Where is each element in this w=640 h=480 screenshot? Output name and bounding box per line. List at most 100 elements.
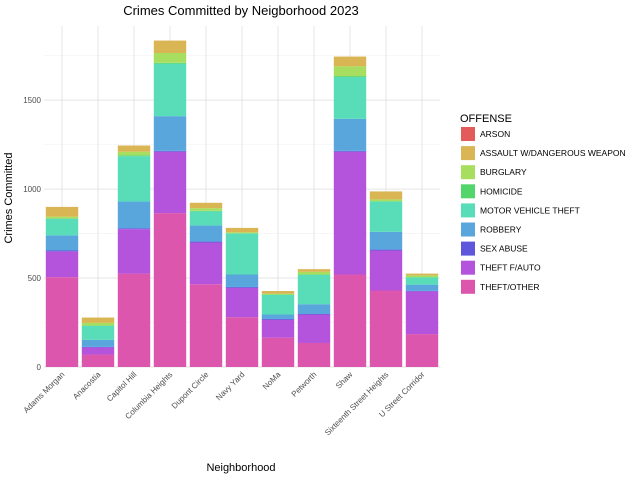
x-tick-label: Navy Yard (214, 370, 246, 402)
bar-segment (261, 314, 295, 319)
bar-segment (45, 235, 79, 251)
x-tick-label: Sixteenth Street Heights (323, 370, 390, 437)
bar-segment (405, 273, 439, 276)
bar-segment (261, 294, 295, 315)
bar-segment (261, 337, 295, 367)
x-tick-label: Adams Morgan (22, 370, 67, 415)
y-tick-label: 1000 (23, 185, 41, 194)
bar-segment (45, 251, 79, 278)
bar-segment (225, 274, 259, 287)
y-tick-label: 0 (37, 363, 42, 372)
x-tick-label: Dupont Circle (170, 370, 211, 411)
bar-segment (297, 314, 331, 343)
legend-swatch (461, 241, 475, 256)
bar-segment (117, 201, 151, 229)
legend-swatch (461, 165, 475, 180)
bar-segment (117, 151, 151, 156)
bar-segment (81, 354, 115, 367)
bar-segment (153, 62, 187, 64)
legend-label: THEFT/OTHER (480, 282, 540, 292)
bar-segment (405, 284, 439, 291)
bar-segment (297, 271, 331, 275)
x-tick-label: NoMa (261, 370, 283, 392)
bar-segment (333, 151, 367, 275)
legend-label: BURGLARY (480, 167, 527, 177)
bar-segment (369, 201, 403, 232)
bar-segment (225, 317, 259, 367)
legend-title: OFFENSE (460, 113, 512, 125)
bar-segment (189, 211, 223, 226)
bar-segment (45, 218, 79, 236)
bar-segment (333, 150, 367, 152)
bar-segment (189, 208, 223, 211)
bar-segment (261, 319, 295, 338)
bar-segment (189, 284, 223, 367)
legend: ARSON ASSAULT W/DANGEROUS WEAPON BURGLARY H… (461, 127, 626, 294)
legend-label: ARSON (480, 129, 510, 139)
bar-segment (333, 66, 367, 77)
bar-segment (261, 293, 295, 295)
y-axis-title: Crimes Committed (3, 152, 15, 243)
legend-swatch (461, 279, 475, 294)
bar-segment (333, 76, 367, 78)
bar-segment (81, 322, 115, 326)
bar-segment (225, 286, 259, 288)
bar-segment (297, 313, 331, 315)
bar-segment (45, 206, 79, 217)
bar-segment (225, 227, 259, 233)
bar-segment (369, 250, 403, 291)
bar-segment (261, 291, 295, 294)
legend-label: ASSAULT W/DANGEROUS WEAPON (480, 148, 626, 158)
bar-segment (153, 40, 187, 54)
bar-segment (297, 342, 331, 367)
bar-segment (81, 346, 115, 348)
legend-label: HOMICIDE (480, 186, 523, 196)
bar-segment (333, 274, 367, 367)
bar-segment (405, 290, 439, 292)
legend-swatch (461, 127, 475, 141)
bar-segment (153, 150, 187, 152)
legend-swatch (461, 184, 475, 199)
legend-label: SEX ABUSE (480, 244, 528, 254)
y-tick-label: 1500 (23, 96, 41, 105)
bar-segment (117, 229, 151, 274)
bar-segment (405, 334, 439, 367)
bar-segment (153, 151, 187, 214)
bar-segment (45, 216, 79, 219)
bar-segment (225, 287, 259, 318)
bar-segment (405, 277, 439, 285)
bar-segment (81, 347, 115, 355)
bar-segment (189, 225, 223, 242)
bar-segment (297, 304, 331, 314)
x-tick-label: Shaw (334, 370, 355, 391)
legend-label: THEFT F/AUTO (480, 263, 541, 273)
bar-segment (369, 191, 403, 200)
bar-segment (45, 277, 79, 367)
bar-segment (405, 275, 439, 278)
bar-segment (153, 63, 187, 117)
legend-swatch (461, 146, 475, 161)
x-tick-label: Anacostia (71, 370, 103, 402)
bar-segment (153, 53, 187, 63)
bar-segment (333, 56, 367, 67)
bar-segment (333, 77, 367, 119)
legend-swatch (461, 260, 475, 275)
bar-segment (369, 249, 403, 251)
bar-segment (297, 274, 331, 305)
bar-segment (297, 269, 331, 272)
bar-segment (153, 213, 187, 367)
bar-segment (81, 317, 115, 323)
bar-segment (81, 325, 115, 340)
legend-label: MOTOR VEHICLE THEFT (480, 205, 580, 215)
bar-segment (225, 233, 259, 275)
bar-segment (189, 241, 223, 243)
bar-segment (189, 242, 223, 285)
x-tick-label: Petworth (290, 370, 319, 399)
bar-segment (189, 210, 223, 212)
x-axis-title: Neighborhood (206, 462, 275, 474)
bar-segment (117, 156, 151, 202)
legend-swatch (461, 222, 475, 237)
legend-label: ROBBERY (480, 225, 522, 235)
bar-segment (225, 232, 259, 234)
